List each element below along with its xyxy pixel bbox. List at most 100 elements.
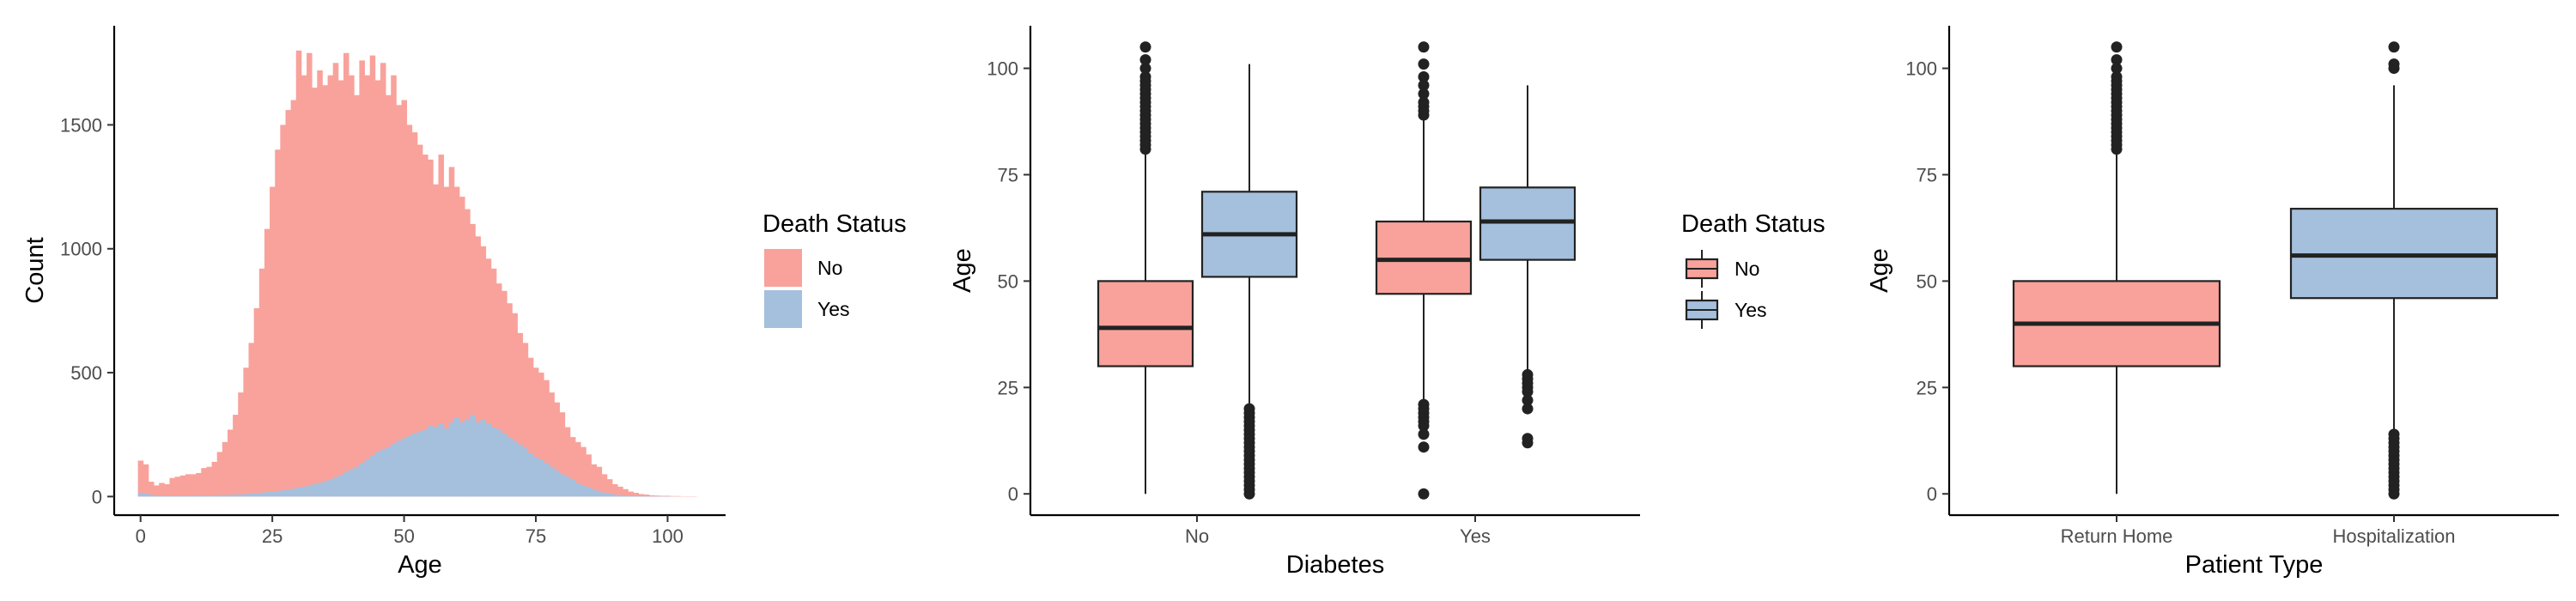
hist-bar-no <box>258 268 265 497</box>
hist-bar-no <box>428 159 434 497</box>
patient-box-outlier <box>2388 58 2400 70</box>
hist-bar-yes <box>148 495 155 497</box>
hist-bar-no <box>448 167 455 497</box>
diabetes-legend-title: Death Status <box>1681 210 1826 238</box>
diabetes-box-outlier <box>1522 394 1534 406</box>
hist-bar-yes <box>185 495 191 497</box>
hist-bar-yes <box>312 483 318 497</box>
hist-bar-yes <box>337 474 344 497</box>
hist-bar-yes <box>564 477 571 497</box>
diabetes-box-x-tick-label: No <box>1185 525 1209 547</box>
histogram-panel <box>137 50 697 497</box>
diabetes-box-outlier <box>1418 428 1430 440</box>
hist-bar-no <box>179 475 186 497</box>
hist-bar-no <box>628 491 634 497</box>
hist-bar-yes <box>490 427 497 497</box>
hist-bar-no <box>327 75 334 497</box>
hist-bar-yes <box>380 449 386 497</box>
patient-box-y-tick-label: 75 <box>1917 164 1937 185</box>
hist-bar-no <box>290 100 297 497</box>
patient-box-y-tick-label: 50 <box>1917 270 1937 292</box>
diabetes-box-y-tick-label: 0 <box>1008 483 1018 505</box>
hist-bar-no <box>374 80 381 497</box>
diabetes-box-outlier <box>1418 96 1430 108</box>
hist-bar-yes <box>633 495 640 497</box>
hist-bar-yes <box>448 422 455 497</box>
hist-bar-yes <box>164 495 170 497</box>
hist-bar-yes <box>386 446 392 497</box>
patient-box-x-tick-label: Return Home <box>2061 525 2173 547</box>
hist-bar-no <box>312 88 318 497</box>
hist-bar-no <box>623 489 629 497</box>
hist-legend-label-no: No <box>817 257 842 279</box>
hist-bar-yes <box>428 426 434 497</box>
hist-bar-yes <box>169 495 175 497</box>
hist-bar-no <box>559 412 566 497</box>
hist-y-tick-label: 0 <box>92 486 102 507</box>
hist-bar-yes <box>317 483 323 497</box>
hist-bar-yes <box>517 444 524 497</box>
hist-bar-yes <box>396 440 402 497</box>
hist-bar-no <box>591 464 598 497</box>
hist-bar-no <box>369 55 376 497</box>
hist-bar-yes <box>290 489 297 497</box>
patient-box-x-tick-label: Hospitalization <box>2332 525 2455 547</box>
hist-bar-yes <box>554 470 561 497</box>
hist-bar-yes <box>527 452 534 497</box>
hist-bar-yes <box>422 429 428 497</box>
hist-bar-no <box>301 75 307 497</box>
hist-bar-no <box>280 124 286 497</box>
hist-bar-yes <box>569 479 576 497</box>
hist-bar-yes <box>307 485 313 497</box>
hist-bar-no <box>480 246 487 497</box>
hist-bar-yes <box>243 494 249 497</box>
hist-bar-no <box>416 144 423 497</box>
hist-bar-no <box>443 186 450 497</box>
hist-bar-no <box>659 495 665 497</box>
hist-bar-no <box>185 474 191 497</box>
patient-box-outlier <box>2111 54 2123 66</box>
hist-bar-no <box>675 495 682 497</box>
hist-x-tick-label: 100 <box>652 525 683 547</box>
hist-bar-no <box>174 477 181 497</box>
hist-bar-yes <box>575 483 581 497</box>
diabetes-box-outlier <box>1418 70 1430 82</box>
hist-bar-no <box>532 367 539 497</box>
hist-bar-yes <box>406 435 413 497</box>
hist-bar-no <box>633 493 640 497</box>
hist-bar-yes <box>216 495 223 497</box>
hist-bar-yes <box>638 495 645 497</box>
hist-bar-no <box>285 110 292 497</box>
hist-bar-no <box>137 460 144 497</box>
hist-bar-yes <box>285 489 292 497</box>
diabetes-box-outlier <box>1139 41 1151 53</box>
patient-box-x-title: Patient Type <box>2185 551 2324 579</box>
diabetes-box-outlier <box>1139 70 1151 82</box>
hist-bar-yes <box>628 495 634 497</box>
hist-bar-no <box>606 479 613 497</box>
hist-bar-no <box>422 155 428 497</box>
hist-y-tick-label: 500 <box>70 362 102 384</box>
hist-bar-no <box>332 63 339 497</box>
hist-bar-no <box>354 94 360 497</box>
hist-bar-yes <box>264 492 270 497</box>
hist-legend-key-yes <box>764 290 802 328</box>
hist-bar-yes <box>485 423 492 497</box>
hist-x-tick-label: 0 <box>136 525 146 547</box>
hist-bar-no <box>143 464 149 497</box>
hist-bar-no <box>196 472 202 497</box>
patient-box-outlier <box>2111 70 2123 82</box>
hist-bar-yes <box>459 422 465 497</box>
hist-bar-yes <box>343 472 349 497</box>
hist-bar-no <box>169 477 175 497</box>
hist-bar-no <box>485 258 492 497</box>
hist-bar-yes <box>438 423 445 497</box>
hist-bar-yes <box>411 433 418 497</box>
hist-bar-yes <box>470 415 476 497</box>
hist-bar-no <box>307 52 313 497</box>
hist-bar-no <box>337 80 344 497</box>
hist-bar-yes <box>391 443 397 497</box>
hist-bar-no <box>406 124 413 497</box>
hist-bar-yes <box>612 495 618 497</box>
